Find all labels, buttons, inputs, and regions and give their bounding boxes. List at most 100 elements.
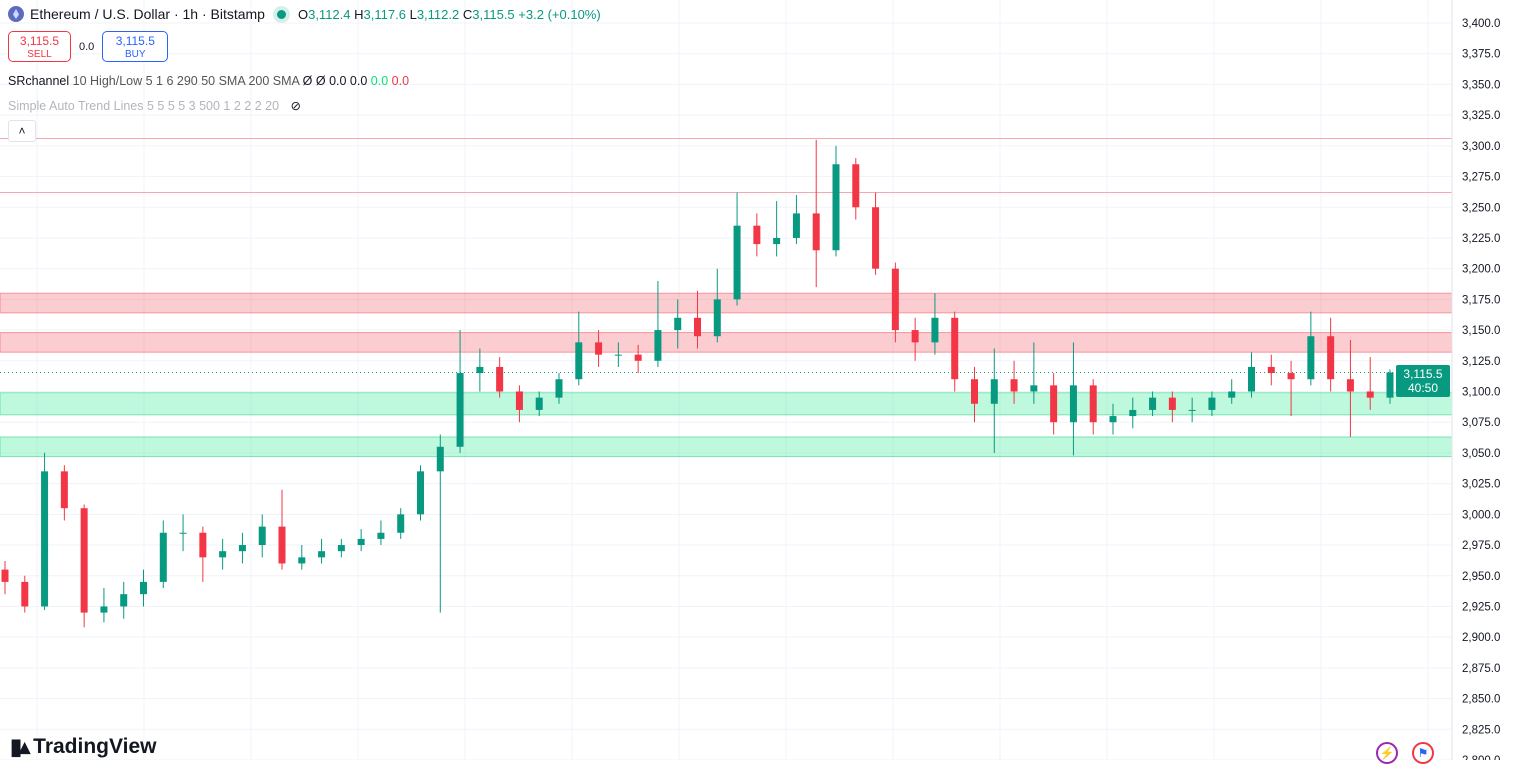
price-axis-label: 3,325.0: [1462, 110, 1500, 122]
price-axis-label: 3,350.0: [1462, 79, 1500, 91]
price-axis-label: 3,300.0: [1462, 141, 1500, 153]
candle-body: [575, 342, 583, 380]
candle-body: [357, 538, 365, 546]
last-price-tag: 3,115.5 40:50: [1396, 365, 1450, 397]
candle-body: [1346, 379, 1354, 392]
candle-body: [911, 330, 919, 343]
candle-body: [773, 237, 781, 245]
tradingview-logo-icon: ▮▴: [10, 734, 30, 759]
price-axis-label: 2,875.0: [1462, 663, 1500, 675]
candle-body: [733, 225, 741, 300]
indicator-name: Simple Auto Trend Lines: [8, 99, 144, 113]
price-axis-label: 3,125.0: [1462, 356, 1500, 368]
sell-label: SELL: [27, 49, 52, 60]
candle-body: [496, 366, 504, 392]
price-axis-label: 3,200.0: [1462, 264, 1500, 276]
candle-body: [456, 373, 464, 447]
candle-body: [1149, 397, 1157, 410]
candle-body: [1327, 336, 1335, 380]
price-axis-label: 3,100.0: [1462, 387, 1500, 399]
candle-body: [1050, 385, 1058, 423]
candle-body: [674, 317, 682, 331]
candle-body: [476, 366, 484, 374]
price-axis-label: 2,800.0: [1462, 755, 1500, 760]
candle-body: [753, 225, 761, 245]
candle-body: [417, 471, 424, 515]
price-axis-label: 2,850.0: [1462, 694, 1500, 706]
candle-body: [436, 446, 444, 472]
resistance-zone: [0, 292, 1453, 314]
candle-body: [258, 526, 266, 546]
candle-body: [555, 379, 563, 398]
candle-body: [891, 268, 899, 331]
price-axis-label: 2,950.0: [1462, 571, 1500, 583]
price-axis-label: 3,225.0: [1462, 233, 1500, 245]
tradingview-logo[interactable]: ▮▴ TradingView: [10, 734, 156, 760]
candle-body: [337, 545, 345, 552]
candle-body: [1366, 391, 1374, 398]
buy-price: 3,115.5: [115, 34, 155, 48]
lightning-icon[interactable]: ⚡: [1376, 742, 1398, 764]
spread: 0.0: [79, 40, 95, 53]
candle-body: [832, 164, 840, 251]
indicator-params: 5 5 5 5 3 500 1 2 2 2 20: [146, 99, 280, 113]
candle-body: [41, 471, 49, 607]
candle-body: [159, 532, 167, 582]
buy-label: BUY: [125, 49, 146, 60]
brand-name: TradingView: [33, 735, 157, 758]
ethereum-icon: [8, 6, 24, 22]
trade-buttons: 3,115.5 SELL 0.0 3,115.5 BUY: [8, 31, 169, 62]
indicator-name: SRchannel: [8, 74, 70, 88]
market-open-icon: [276, 9, 286, 19]
candle-body: [120, 594, 128, 607]
candle-body: [1386, 372, 1394, 398]
candle-body: [614, 354, 622, 356]
candle-body: [1267, 366, 1275, 374]
candle-body: [100, 606, 108, 613]
candle-body: [1307, 336, 1315, 380]
chart-legend: Ethereum / U.S. Dollar · 1h · Bitstamp O…: [8, 6, 601, 22]
indicator-params: 10 High/Low 5 1 6 290 50 SMA 200 SMA: [72, 74, 300, 88]
candle-body: [654, 330, 662, 361]
candle-body: [1030, 385, 1038, 392]
price-axis-label: 2,925.0: [1462, 601, 1500, 613]
candle-body: [377, 532, 385, 539]
candle-body: [1, 569, 9, 582]
price-axis-label: 3,050.0: [1462, 448, 1500, 460]
candle-body: [812, 213, 820, 251]
indicator-value-red: 0.0: [391, 74, 410, 88]
candle-body: [140, 581, 147, 595]
candle-body: [298, 557, 306, 564]
eye-off-icon[interactable]: ⊘: [290, 99, 302, 113]
candle-body: [1228, 391, 1236, 398]
candle-body: [990, 379, 998, 404]
candle-body: [1109, 416, 1117, 423]
candle-body: [1129, 409, 1137, 417]
candle-body: [80, 508, 88, 613]
indicator-auto-trend-lines[interactable]: Simple Auto Trend Lines 5 5 5 5 3 500 1 …: [8, 98, 301, 113]
buy-button[interactable]: 3,115.5 BUY: [102, 31, 169, 62]
indicator-srchannel[interactable]: SRchannel 10 High/Low 5 1 6 290 50 SMA 2…: [8, 74, 409, 88]
candle-body: [634, 354, 642, 361]
indicator-value-green: 0.0: [370, 74, 389, 88]
candle-body: [872, 207, 880, 269]
chevron-up-icon[interactable]: ˄: [8, 120, 36, 142]
price-axis-label: 3,175.0: [1462, 294, 1500, 306]
price-axis-label: 2,900.0: [1462, 632, 1500, 644]
sell-button[interactable]: 3,115.5 SELL: [8, 31, 71, 62]
price-axis-label: 3,375.0: [1462, 49, 1500, 61]
candle-body: [792, 213, 800, 238]
last-price: 3,115.5: [1403, 367, 1443, 381]
candle-body: [1168, 397, 1176, 410]
candle-body: [21, 581, 29, 607]
candle-body: [179, 532, 187, 534]
price-axis-label: 3,150.0: [1462, 325, 1500, 337]
symbol-title[interactable]: Ethereum / U.S. Dollar · 1h · Bitstamp: [30, 6, 265, 22]
price-axis-label: 3,250.0: [1462, 202, 1500, 214]
support-zone: [0, 436, 1453, 458]
us-flag-icon[interactable]: ⚑: [1412, 742, 1434, 764]
candle-body: [1248, 366, 1255, 392]
candle-body: [278, 526, 286, 564]
indicator-values: Ø Ø 0.0 0.0: [302, 74, 368, 88]
